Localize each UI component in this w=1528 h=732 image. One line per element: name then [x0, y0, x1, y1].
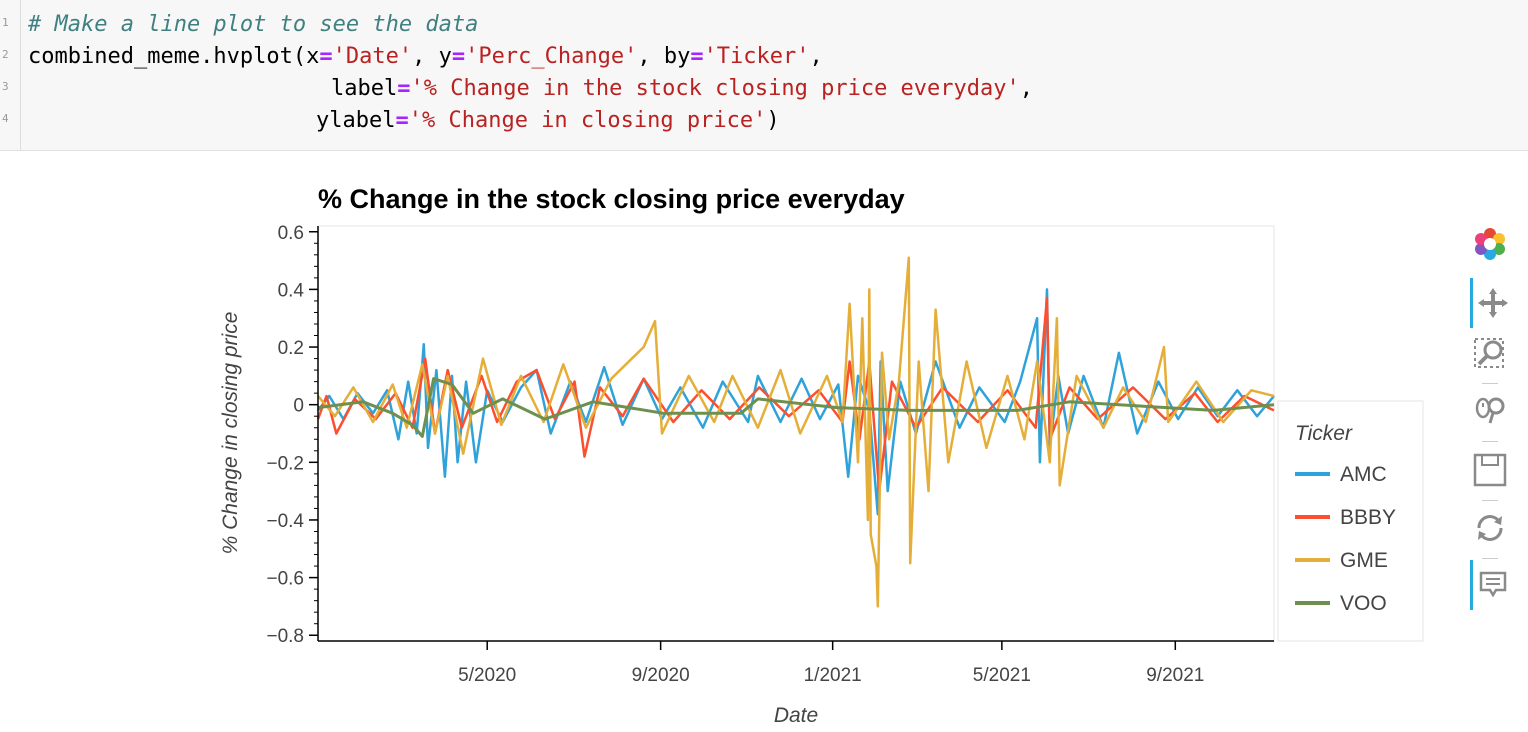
legend-items: AMC BBBY GME VOO	[1295, 463, 1396, 615]
box-zoom-icon[interactable]	[1470, 334, 1510, 374]
y-tick-label: 0.4	[278, 280, 305, 301]
line-number: 2	[2, 48, 9, 61]
save-icon[interactable]	[1470, 450, 1510, 490]
code-string: '% Change in the stock closing price eve…	[410, 76, 1020, 101]
code-operator: =	[397, 76, 411, 101]
legend-title: Ticker	[1295, 422, 1353, 445]
x-tick-label: 5/2020	[458, 665, 516, 686]
legend-label-gme: GME	[1340, 549, 1388, 572]
code-text: ,	[1019, 76, 1034, 101]
code-string: '% Change in closing price'	[408, 108, 767, 133]
x-tick-label: 9/2020	[632, 665, 690, 686]
y-axis-ticks: 0.6 0.4 0.2 0 −0.2 −0.4 −0.6 −0.8	[266, 223, 318, 647]
code-cell[interactable]: 1 2 3 4 # Make a line plot to see the da…	[0, 0, 1528, 151]
code-text: , by	[637, 44, 691, 69]
line-number: 4	[2, 112, 9, 125]
code-string: 'Perc_Change'	[465, 44, 638, 69]
x-tick-label: 1/2021	[804, 665, 862, 686]
code-operator: =	[319, 44, 333, 69]
code-string: 'Date'	[332, 44, 413, 69]
y-axis-label: % Change in closing price	[219, 312, 242, 555]
legend-label-amc: AMC	[1340, 463, 1387, 486]
code-operator: =	[690, 44, 704, 69]
y-tick-label: −0.6	[266, 569, 304, 590]
wheel-zoom-icon[interactable]	[1470, 390, 1510, 430]
y-tick-label: −0.2	[266, 453, 304, 474]
y-tick-label: 0	[293, 396, 304, 417]
hover-icon[interactable]	[1470, 560, 1513, 610]
y-tick-label: −0.8	[266, 626, 304, 647]
bokeh-logo-icon[interactable]	[1470, 224, 1510, 264]
code-line-2: combined_meme.hvplot(x='Date', y='Perc_C…	[28, 44, 823, 70]
code-text: ylabel	[316, 108, 396, 133]
code-comment: # Make a line plot to see the data	[28, 12, 479, 37]
legend-label-voo: VOO	[1340, 592, 1387, 615]
x-axis-ticks: 5/2020 9/2020 1/2021 5/2021 9/2021	[458, 641, 1204, 686]
line-number: 1	[2, 16, 9, 29]
legend[interactable]: Ticker AMC BBBY GME VOO	[1277, 400, 1424, 642]
series-line-gme	[317, 256, 1275, 608]
code-text: label	[331, 76, 398, 101]
code-text: combined_meme.hvplot(x	[28, 44, 320, 69]
code-text: , y	[412, 44, 452, 69]
code-line-4: ylabel='% Change in closing price')	[316, 108, 780, 134]
line-chart[interactable]: % Change in the stock closing price ever…	[0, 0, 1450, 732]
line-number-gutter: 1 2 3 4	[0, 0, 21, 150]
x-tick-label: 5/2021	[973, 665, 1031, 686]
code-string: 'Ticker'	[703, 44, 810, 69]
y-tick-label: −0.4	[266, 511, 304, 532]
series-line-voo	[317, 377, 1275, 438]
y-tick-label: 0.6	[278, 223, 304, 244]
code-operator: =	[451, 44, 466, 69]
pan-icon[interactable]	[1470, 278, 1513, 328]
code-operator: =	[395, 108, 409, 133]
plot-area[interactable]	[317, 225, 1275, 642]
code-line-1: # Make a line plot to see the data	[28, 12, 478, 38]
chart-title: % Change in the stock closing price ever…	[318, 184, 905, 214]
y-tick-label: 0.2	[278, 338, 304, 359]
reset-icon[interactable]	[1470, 508, 1510, 548]
x-tick-label: 9/2021	[1146, 665, 1204, 686]
code-text: ,	[809, 44, 823, 69]
plot-toolbar	[1460, 220, 1520, 620]
legend-label-bbby: BBBY	[1340, 506, 1396, 529]
series-layer	[316, 256, 1275, 608]
code-line-3: label='% Change in the stock closing pri…	[331, 76, 1033, 102]
x-axis-label: Date	[774, 704, 818, 727]
code-text: )	[766, 108, 780, 133]
line-number: 3	[2, 80, 9, 93]
